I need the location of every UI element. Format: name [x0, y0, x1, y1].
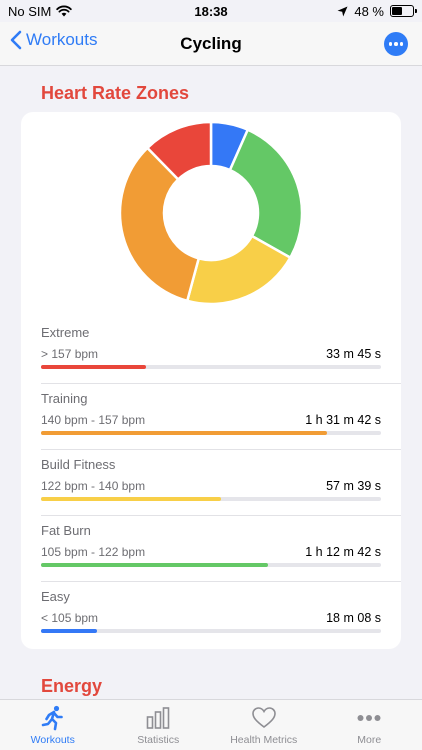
zone-divider — [41, 581, 401, 582]
donut-slice-fat-burn — [228, 128, 302, 260]
back-label: Workouts — [26, 30, 98, 49]
tab-more-label: More — [357, 734, 382, 746]
zone-range: > 157 bpm — [41, 347, 99, 361]
tab-workouts[interactable]: Workouts — [0, 700, 106, 750]
more-dots-icon — [357, 715, 381, 721]
zone-divider — [41, 515, 401, 516]
donut-slice-extreme — [145, 122, 213, 182]
bar-chart-icon — [146, 707, 170, 729]
tab-health-metrics[interactable]: Health Metrics — [211, 700, 317, 750]
zone-row: Training 140 bpm - 157 bpm 1 h 31 m 42 s — [41, 391, 401, 450]
tab-more[interactable]: More — [317, 700, 422, 750]
zone-name: Training — [41, 391, 88, 406]
zone-bar-fill — [41, 629, 98, 633]
status-left: No SIM — [8, 3, 73, 19]
ellipsis-icon-dot — [399, 42, 404, 46]
zone-bar-fill — [41, 365, 147, 369]
zone-name: Easy — [41, 589, 70, 604]
ellipsis-icon-dot — [394, 42, 398, 46]
status-bar: No SIM 18:38 48 % — [0, 0, 422, 22]
zone-row: Easy < 105 bpm 18 m 08 s — [41, 589, 381, 639]
zone-time: 57 m 39 s — [326, 479, 381, 493]
tab-statistics[interactable]: Statistics — [106, 700, 212, 750]
wifi-icon — [56, 5, 73, 17]
chevron-left-icon — [10, 30, 22, 50]
zone-bar-fill — [41, 563, 268, 567]
location-arrow-icon — [337, 6, 348, 16]
heart-rate-card: Extreme > 157 bpm 33 m 45 s Training 140 bpm… — [21, 112, 401, 649]
zone-divider — [41, 449, 401, 450]
zone-time: 1 h 31 m 42 s — [305, 413, 381, 427]
battery-fill — [392, 7, 402, 15]
zone-range: 140 bpm - 157 bpm — [41, 413, 146, 427]
zone-time: 1 h 12 m 42 s — [305, 545, 381, 559]
zone-bar-fill — [41, 497, 221, 501]
battery-icon — [390, 5, 417, 17]
carrier-label: No SIM — [8, 3, 52, 19]
zone-bar-fill — [41, 431, 327, 435]
battery-percent: 48 % — [354, 3, 384, 19]
tab-workouts-label: Workouts — [30, 734, 75, 746]
zone-range: 105 bpm - 122 bpm — [41, 545, 146, 559]
zone-bar-track — [41, 497, 381, 501]
zone-row: Fat Burn 105 bpm - 122 bpm 1 h 12 m 42 s — [41, 523, 401, 582]
zone-bar-track — [41, 563, 381, 567]
heart-rate-zones-title: Heart Rate Zones — [41, 83, 190, 103]
zone-name: Fat Burn — [41, 523, 91, 538]
zone-time: 18 m 08 s — [326, 611, 381, 625]
zone-range: 122 bpm - 140 bpm — [41, 479, 146, 493]
zone-divider — [41, 383, 401, 384]
zone-name: Build Fitness — [41, 457, 116, 472]
donut-slice-training — [120, 146, 201, 303]
heart-rate-donut-chart — [120, 122, 302, 304]
zone-bar-track — [41, 365, 381, 369]
zone-row: Build Fitness 122 bpm - 140 bpm 57 m 39 s — [41, 457, 401, 516]
energy-title: Energy — [41, 676, 103, 696]
running-icon — [41, 705, 63, 731]
nav-bar: Workouts Cycling — [0, 22, 422, 66]
ellipsis-icon — [388, 42, 393, 46]
more-options-button[interactable] — [384, 32, 408, 56]
zone-row: Extreme > 157 bpm 33 m 45 s — [41, 325, 401, 384]
heart-icon — [251, 707, 276, 729]
donut-slice-build-fitness — [185, 234, 293, 304]
status-right: 48 % — [337, 3, 417, 19]
zone-name: Extreme — [41, 325, 90, 340]
zone-time: 33 m 45 s — [326, 347, 381, 361]
zone-bar-track — [41, 431, 381, 435]
tab-bar: Workouts Statistics Health Metrics More — [0, 699, 422, 750]
zone-bar-track — [41, 629, 381, 633]
back-button[interactable]: Workouts — [10, 30, 98, 50]
zone-range: < 105 bpm — [41, 611, 99, 625]
tab-statistics-label: Statistics — [137, 734, 180, 746]
tab-health-metrics-label: Health Metrics — [230, 734, 298, 746]
